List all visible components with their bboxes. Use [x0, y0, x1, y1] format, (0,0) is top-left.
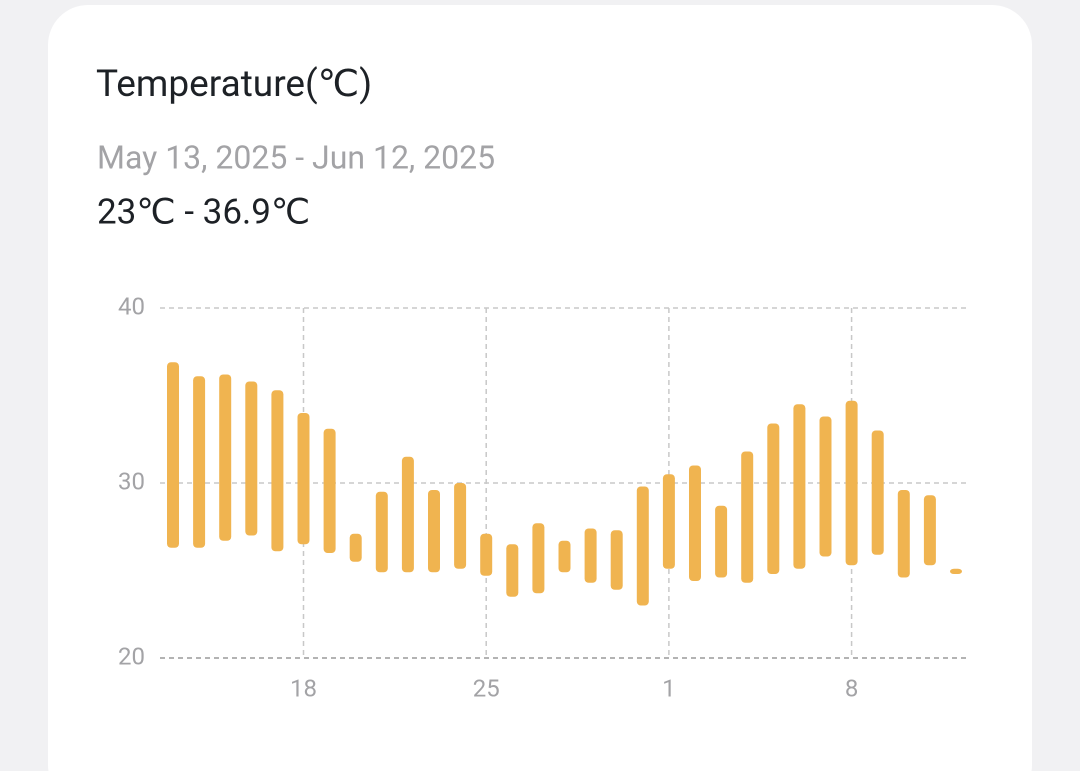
y-tick-label: 40 [118, 292, 145, 320]
x-tick-label: 18 [290, 674, 317, 702]
x-tick-label: 25 [473, 674, 500, 702]
bar [167, 362, 179, 548]
bar [819, 416, 832, 557]
bar [689, 465, 701, 581]
bar [271, 390, 284, 552]
bar [871, 430, 884, 555]
card [48, 5, 1032, 771]
bar [349, 533, 362, 562]
bar [715, 505, 728, 578]
x-tick-label: 1 [662, 674, 676, 702]
bar [532, 523, 545, 594]
bar [480, 533, 493, 576]
temperature-range: 23℃ - 36.9℃ [97, 191, 310, 232]
bar [506, 544, 519, 597]
bar [636, 486, 649, 606]
bar [610, 530, 623, 590]
bar [558, 540, 571, 573]
bar [897, 490, 910, 578]
bar [245, 381, 258, 536]
date-range: May 13, 2025 - Jun 12, 2025 [97, 138, 495, 176]
bar [428, 490, 440, 573]
bar [845, 400, 858, 566]
x-tick-label: 8 [845, 674, 859, 702]
bar [297, 413, 310, 545]
bar [662, 474, 675, 569]
y-tick-label: 30 [118, 467, 145, 495]
bar [193, 376, 206, 548]
bar [401, 456, 414, 573]
bar [950, 568, 962, 574]
y-tick-label: 20 [118, 642, 145, 670]
bar [323, 428, 336, 553]
bar [923, 495, 936, 566]
bar [454, 483, 467, 569]
bar [219, 374, 232, 541]
bar [741, 451, 754, 583]
bar [793, 404, 806, 569]
bar [375, 491, 388, 573]
chart-title: Temperature(℃) [96, 63, 372, 106]
bar [584, 528, 597, 583]
bar [767, 423, 780, 574]
